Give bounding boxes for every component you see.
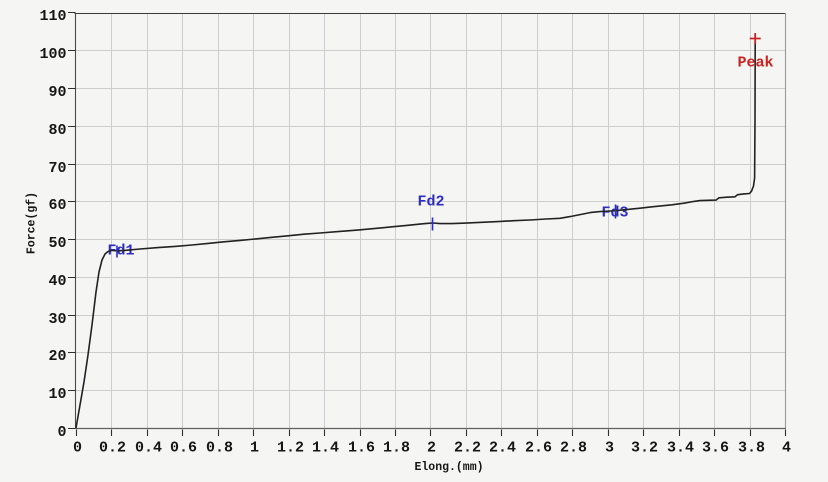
svg-text:2.4: 2.4 xyxy=(489,440,516,457)
svg-text:Elong.(mm): Elong.(mm) xyxy=(414,461,483,474)
svg-text:0: 0 xyxy=(73,440,82,457)
svg-text:1.6: 1.6 xyxy=(348,440,375,457)
svg-text:1.4: 1.4 xyxy=(312,440,339,457)
svg-text:4: 4 xyxy=(782,440,791,457)
svg-text:0: 0 xyxy=(57,424,66,441)
svg-text:50: 50 xyxy=(48,235,66,252)
svg-text:100: 100 xyxy=(39,46,66,63)
svg-text:70: 70 xyxy=(48,160,66,177)
svg-text:1.8: 1.8 xyxy=(383,440,410,457)
svg-text:3: 3 xyxy=(605,440,614,457)
svg-text:2: 2 xyxy=(427,440,436,457)
svg-text:0.6: 0.6 xyxy=(170,440,197,457)
svg-text:90: 90 xyxy=(48,84,66,101)
svg-text:20: 20 xyxy=(48,348,66,365)
svg-text:60: 60 xyxy=(48,197,66,214)
svg-text:3.8: 3.8 xyxy=(738,440,765,457)
svg-text:3.2: 3.2 xyxy=(631,440,658,457)
svg-text:3.4: 3.4 xyxy=(667,440,694,457)
svg-text:Fd2: Fd2 xyxy=(418,194,445,211)
svg-text:40: 40 xyxy=(48,273,66,290)
svg-text:2.2: 2.2 xyxy=(454,440,481,457)
svg-text:80: 80 xyxy=(48,122,66,139)
svg-text:1.2: 1.2 xyxy=(277,440,304,457)
svg-text:30: 30 xyxy=(48,311,66,328)
svg-text:10: 10 xyxy=(48,386,66,403)
svg-text:Peak: Peak xyxy=(737,55,773,72)
svg-text:0.2: 0.2 xyxy=(99,440,126,457)
svg-text:0.4: 0.4 xyxy=(135,440,162,457)
svg-text:0.8: 0.8 xyxy=(206,440,233,457)
svg-text:2.6: 2.6 xyxy=(525,440,552,457)
svg-text:3.6: 3.6 xyxy=(702,440,729,457)
svg-text:1: 1 xyxy=(250,440,259,457)
svg-text:110: 110 xyxy=(39,8,66,25)
svg-text:2.8: 2.8 xyxy=(560,440,587,457)
svg-text:Force(gf): Force(gf) xyxy=(26,192,39,254)
